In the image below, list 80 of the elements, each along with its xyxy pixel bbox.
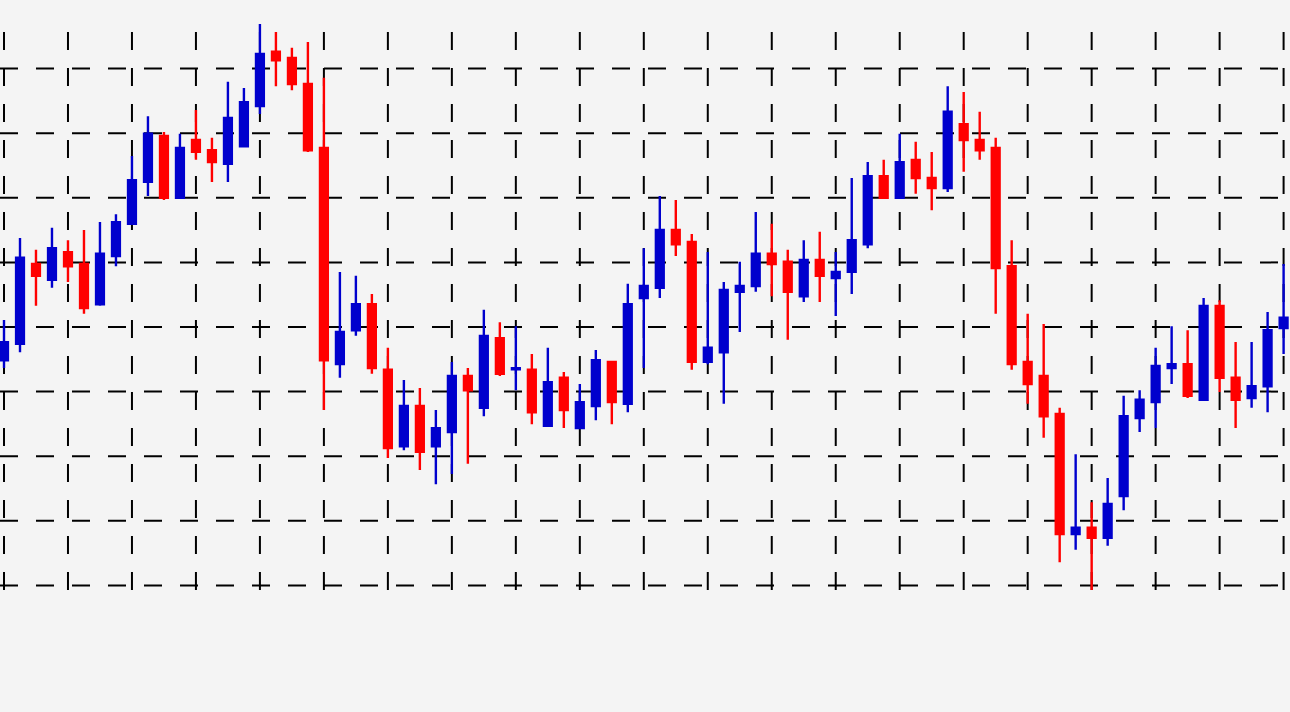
candlestick	[46, 226, 58, 289]
candlestick	[958, 90, 969, 173]
candlestick	[1182, 329, 1193, 400]
candlestick	[1262, 310, 1273, 414]
candlestick	[254, 24, 266, 116]
candlestick	[766, 222, 777, 298]
candlestick	[1118, 394, 1129, 512]
candlestick	[862, 160, 873, 250]
candlestick	[238, 86, 250, 148]
candlestick	[158, 130, 170, 202]
candlestick	[1246, 340, 1257, 409]
candlestick	[718, 280, 729, 405]
candlestick	[1214, 299, 1225, 394]
candlestick	[110, 212, 122, 268]
candlestick	[190, 108, 202, 162]
candlestick	[526, 352, 537, 426]
candlestick	[1134, 389, 1145, 434]
candlestick	[558, 370, 569, 430]
candlestick	[638, 246, 649, 370]
candlestick	[878, 158, 889, 199]
candlestick	[1006, 239, 1017, 372]
candlestick	[1038, 322, 1049, 439]
candlestick	[910, 140, 921, 195]
candlestick	[94, 220, 106, 308]
candlestick	[382, 346, 393, 460]
candlestick	[814, 230, 825, 304]
candlestick	[1102, 476, 1113, 548]
candlestick	[206, 136, 218, 184]
candlestick	[350, 274, 361, 338]
candlestick	[1086, 501, 1097, 590]
candlestick	[894, 132, 905, 199]
candlestick	[62, 239, 74, 284]
candlestick	[478, 308, 489, 418]
candlestick	[974, 110, 985, 162]
candlestick	[782, 248, 793, 342]
candlestick	[446, 360, 457, 476]
candlestick	[622, 282, 633, 414]
candlestick	[846, 176, 857, 296]
candlestick	[78, 228, 90, 315]
candlestick	[654, 194, 665, 300]
candlestick	[590, 348, 601, 422]
candlestick	[366, 292, 377, 375]
candlestick	[670, 198, 681, 258]
candlestick	[1150, 346, 1161, 430]
candlestick	[494, 321, 505, 378]
candlestick	[462, 366, 473, 465]
candlestick	[686, 232, 697, 372]
candlestick	[702, 250, 713, 366]
candlestick	[606, 360, 617, 426]
candlestick	[542, 346, 553, 428]
candlestick	[990, 136, 1001, 315]
candlestick	[574, 382, 585, 430]
candlestick	[926, 150, 937, 212]
candlestick	[942, 85, 953, 194]
candlestick	[414, 386, 425, 472]
candlestick	[1278, 262, 1289, 356]
candlestick	[1166, 325, 1177, 386]
candlestick	[1070, 452, 1081, 552]
candlestick	[1230, 340, 1241, 430]
candlestick	[286, 46, 298, 92]
candlestick	[798, 239, 809, 304]
candlestick	[126, 154, 138, 225]
candlestick	[302, 40, 314, 154]
candlestick	[830, 250, 841, 318]
candlestick	[1054, 406, 1065, 564]
candlestick	[174, 132, 186, 199]
candlestick	[750, 210, 761, 293]
candlestick	[734, 260, 745, 334]
candlestick	[0, 318, 10, 370]
candlestick	[398, 378, 409, 452]
candlestick	[14, 236, 26, 354]
candlestick	[222, 80, 234, 184]
candlestick	[1022, 312, 1033, 405]
candlestick	[430, 408, 441, 486]
candlestick	[30, 248, 42, 308]
candlestick	[270, 30, 282, 88]
candlestick	[1198, 296, 1209, 402]
candlestick	[334, 270, 346, 379]
candlestick	[510, 325, 521, 392]
candlestick	[142, 115, 154, 198]
